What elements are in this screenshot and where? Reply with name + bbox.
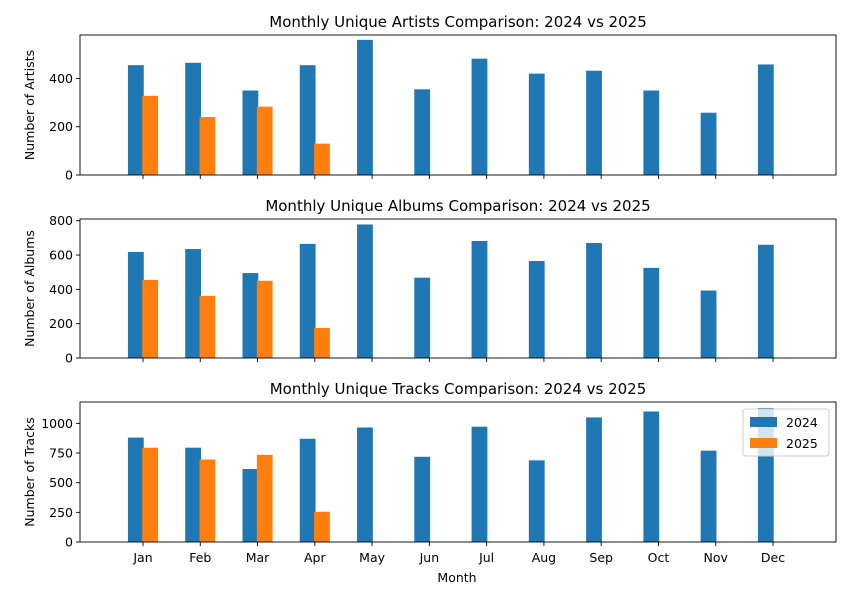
chart-panel-2: Monthly Unique Albums Comparison: 2024 v…: [22, 197, 837, 366]
bar-2024-jan: [127, 437, 144, 542]
y-tick-label: 200: [49, 316, 73, 331]
x-tick-label: Aug: [532, 550, 556, 565]
bar-2024-jun: [414, 89, 431, 175]
x-tick-label: May: [359, 550, 385, 565]
bar-2024-jul: [471, 240, 488, 358]
bar-2024-mar: [242, 90, 259, 175]
plot-frame: [79, 401, 837, 543]
bar-2025-jan: [142, 447, 159, 542]
y-axis-label: Number of Tracks: [22, 417, 37, 526]
x-tick-label: Mar: [246, 550, 270, 565]
chart-panel-3: Monthly Unique Tracks Comparison: 2024 v…: [22, 380, 837, 565]
y-tick-label: 600: [49, 248, 73, 263]
y-axis-label: Number of Albums: [22, 230, 37, 347]
legend-swatch-2024: [750, 417, 777, 427]
bar-2024-apr: [299, 243, 316, 358]
x-axis-label: Month: [437, 570, 476, 585]
y-tick-label: 0: [65, 168, 73, 183]
y-tick-label: 200: [49, 119, 73, 134]
bar-2025-feb: [199, 295, 216, 358]
chart-title: Monthly Unique Tracks Comparison: 2024 v…: [270, 380, 647, 398]
bar-2025-apr: [314, 327, 330, 358]
y-tick-label: 250: [49, 505, 73, 520]
bar-2024-oct: [643, 267, 660, 358]
bar-2025-feb: [199, 459, 216, 542]
bar-2024-sep: [586, 243, 602, 358]
bar-2024-may: [357, 224, 373, 358]
x-tick-label: Dec: [761, 550, 785, 565]
y-axis-label: Number of Artists: [22, 50, 37, 160]
bar-2024-jan: [127, 65, 144, 175]
bar-2024-jul: [471, 58, 488, 175]
x-tick-label: Sep: [589, 550, 613, 565]
bar-2024-mar: [242, 273, 259, 358]
bar-2024-aug: [528, 460, 545, 542]
bar-2025-jan: [142, 95, 159, 175]
y-tick-label: 800: [49, 213, 73, 228]
y-tick-label: 0: [65, 535, 73, 550]
bar-2024-nov: [700, 112, 717, 175]
plot-frame: [79, 34, 837, 176]
x-tick-label: Apr: [304, 550, 326, 565]
x-tick-label: Jul: [478, 550, 494, 565]
bar-2024-oct: [643, 411, 660, 542]
bar-2024-apr: [299, 438, 316, 542]
legend-label-2025: 2025: [786, 436, 818, 451]
y-tick-label: 750: [49, 446, 73, 461]
bar-2024-may: [357, 39, 373, 175]
bar-2024-mar: [242, 469, 259, 542]
bar-2025-mar: [256, 454, 273, 542]
y-tick-label: 400: [49, 282, 73, 297]
y-tick-label: 0: [65, 351, 73, 366]
bar-2024-nov: [700, 450, 717, 542]
legend-swatch-2025: [750, 438, 777, 448]
bar-2024-sep: [586, 417, 602, 542]
bar-2025-mar: [256, 280, 273, 358]
x-tick-label: Nov: [704, 550, 729, 565]
bar-2024-may: [357, 427, 373, 542]
bar-2024-feb: [185, 62, 202, 176]
bar-2024-aug: [528, 261, 545, 358]
bar-2025-apr: [314, 511, 330, 542]
bar-2024-jan: [127, 251, 144, 358]
y-tick-label: 500: [49, 475, 73, 490]
y-tick-label: 400: [49, 71, 73, 86]
legend-label-2024: 2024: [786, 415, 818, 430]
bar-2025-jan: [142, 279, 159, 358]
x-tick-label: Jun: [419, 550, 440, 565]
plot-frame: [79, 218, 837, 359]
bar-2024-dec: [757, 64, 774, 175]
bar-2024-jul: [471, 426, 488, 542]
bar-2025-apr: [314, 143, 330, 175]
bar-2024-dec: [757, 244, 774, 358]
y-tick-label: 1000: [41, 416, 73, 431]
chart-title: Monthly Unique Albums Comparison: 2024 v…: [265, 197, 650, 215]
legend: 2024 2025: [742, 408, 830, 457]
x-tick-label: Jan: [132, 550, 152, 565]
bar-2025-feb: [199, 117, 216, 175]
bar-2024-apr: [299, 65, 316, 175]
bar-2024-jun: [414, 456, 431, 542]
bar-2024-aug: [528, 73, 545, 175]
chart-title: Monthly Unique Artists Comparison: 2024 …: [269, 13, 646, 31]
bar-2024-oct: [643, 90, 660, 175]
bar-2024-jun: [414, 277, 431, 358]
bar-2024-sep: [586, 70, 602, 175]
x-tick-label: Feb: [189, 550, 211, 565]
chart-panel-1: Monthly Unique Artists Comparison: 2024 …: [22, 13, 837, 183]
x-tick-label: Oct: [648, 550, 670, 565]
bar-2024-feb: [185, 447, 202, 542]
bar-2024-feb: [185, 249, 202, 358]
bar-2025-mar: [256, 106, 273, 175]
bar-2024-nov: [700, 290, 717, 358]
